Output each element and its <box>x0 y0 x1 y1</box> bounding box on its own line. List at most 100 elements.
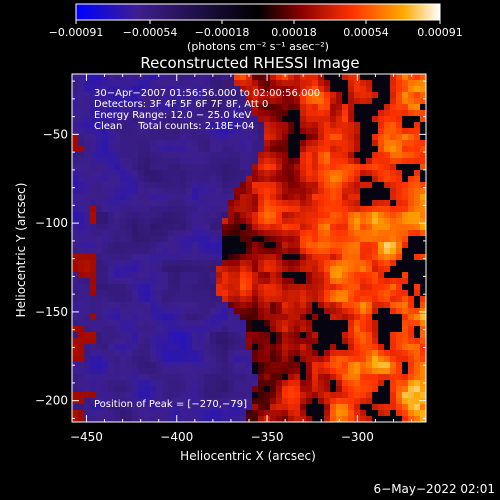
heatmap-cell <box>276 248 282 254</box>
heatmap-cell <box>114 146 120 152</box>
heatmap-cell <box>366 116 372 122</box>
heatmap-cell <box>234 284 240 290</box>
heatmap-cell <box>384 224 390 230</box>
heatmap-cell <box>168 80 174 86</box>
heatmap-cell <box>420 368 426 374</box>
heatmap-cell <box>270 176 276 182</box>
heatmap-cell <box>396 350 402 356</box>
heatmap-cell <box>276 122 282 128</box>
heatmap-cell <box>420 224 426 230</box>
heatmap-cell <box>372 404 378 410</box>
heatmap-cell <box>318 242 324 248</box>
colorbar <box>75 3 441 21</box>
heatmap-cell <box>306 74 312 80</box>
heatmap-cell <box>120 140 126 146</box>
heatmap-cell <box>366 194 372 200</box>
heatmap-cell <box>198 134 204 140</box>
heatmap-cell <box>132 344 138 350</box>
heatmap-cell <box>114 158 120 164</box>
heatmap-cell <box>138 242 144 248</box>
heatmap-cell <box>390 278 396 284</box>
heatmap-cell <box>78 356 84 362</box>
heatmap-cell <box>330 338 336 344</box>
heatmap-cell <box>228 98 234 104</box>
heatmap-cell <box>198 86 204 92</box>
heatmap-cell <box>102 404 108 410</box>
heatmap-cell <box>312 314 318 320</box>
heatmap-cell <box>84 368 90 374</box>
heatmap-cell <box>336 356 342 362</box>
heatmap-cell <box>336 368 342 374</box>
heatmap-cell <box>348 344 354 350</box>
heatmap-cell <box>330 398 336 404</box>
heatmap-cell <box>402 158 408 164</box>
heatmap-cell <box>138 332 144 338</box>
heatmap-cell <box>408 296 414 302</box>
heatmap-cell <box>204 392 210 398</box>
heatmap-cell <box>204 338 210 344</box>
heatmap-cell <box>162 356 168 362</box>
heatmap-cell <box>300 242 306 248</box>
heatmap-cell <box>420 206 426 212</box>
heatmap-cell <box>240 98 246 104</box>
heatmap-cell <box>222 92 228 98</box>
heatmap-cell <box>318 128 324 134</box>
heatmap-cell <box>138 176 144 182</box>
heatmap-cell <box>372 326 378 332</box>
heatmap-cell <box>204 134 210 140</box>
heatmap-cell <box>258 410 264 416</box>
heatmap-cell <box>348 188 354 194</box>
heatmap-cell <box>330 380 336 386</box>
heatmap-cell <box>222 98 228 104</box>
heatmap-cell <box>366 212 372 218</box>
heatmap-cell <box>402 92 408 98</box>
heatmap-cell <box>216 104 222 110</box>
heatmap-cell <box>102 218 108 224</box>
heatmap-cell <box>408 368 414 374</box>
heatmap-cell <box>354 146 360 152</box>
heatmap-cell <box>312 104 318 110</box>
heatmap-cell <box>174 206 180 212</box>
heatmap-cell <box>108 164 114 170</box>
heatmap-cell <box>336 242 342 248</box>
heatmap-cell <box>102 158 108 164</box>
heatmap-cell <box>162 302 168 308</box>
heatmap-cell <box>198 398 204 404</box>
heatmap-cell <box>162 350 168 356</box>
heatmap-cell <box>90 284 96 290</box>
heatmap-cell <box>84 248 90 254</box>
heatmap-cell <box>156 128 162 134</box>
heatmap-cell <box>378 230 384 236</box>
annotation-time-range: 30−Apr−2007 01:56:56.000 to 02:00:56.000 <box>94 88 320 99</box>
heatmap-cell <box>90 260 96 266</box>
heatmap-cell <box>126 74 132 80</box>
heatmap-cell <box>378 74 384 80</box>
heatmap-cell <box>300 236 306 242</box>
heatmap-cell <box>342 404 348 410</box>
heatmap-cell <box>180 206 186 212</box>
heatmap-cell <box>360 146 366 152</box>
heatmap-cell <box>132 164 138 170</box>
heatmap-cell <box>210 188 216 194</box>
heatmap-cell <box>192 212 198 218</box>
axis-ticks: −450 −400 −350 −300−50−100−150−200 <box>35 74 426 444</box>
heatmap-cell <box>408 380 414 386</box>
heatmap-cell <box>216 74 222 80</box>
heatmap-cell <box>120 104 126 110</box>
heatmap-cell <box>228 134 234 140</box>
heatmap-cell <box>420 308 426 314</box>
heatmap-cell <box>222 236 228 242</box>
heatmap-cell <box>408 128 414 134</box>
heatmap-cell <box>84 224 90 230</box>
heatmap-cell <box>300 284 306 290</box>
heatmap-cell <box>420 296 426 302</box>
heatmap-cell <box>144 200 150 206</box>
heatmap-cell <box>294 320 300 326</box>
heatmap-cell <box>408 236 414 242</box>
heatmap-cell <box>318 152 324 158</box>
heatmap-cell <box>180 170 186 176</box>
heatmap-cell <box>384 206 390 212</box>
heatmap-cell <box>108 194 114 200</box>
heatmap-cell <box>222 188 228 194</box>
heatmap-cell <box>330 170 336 176</box>
